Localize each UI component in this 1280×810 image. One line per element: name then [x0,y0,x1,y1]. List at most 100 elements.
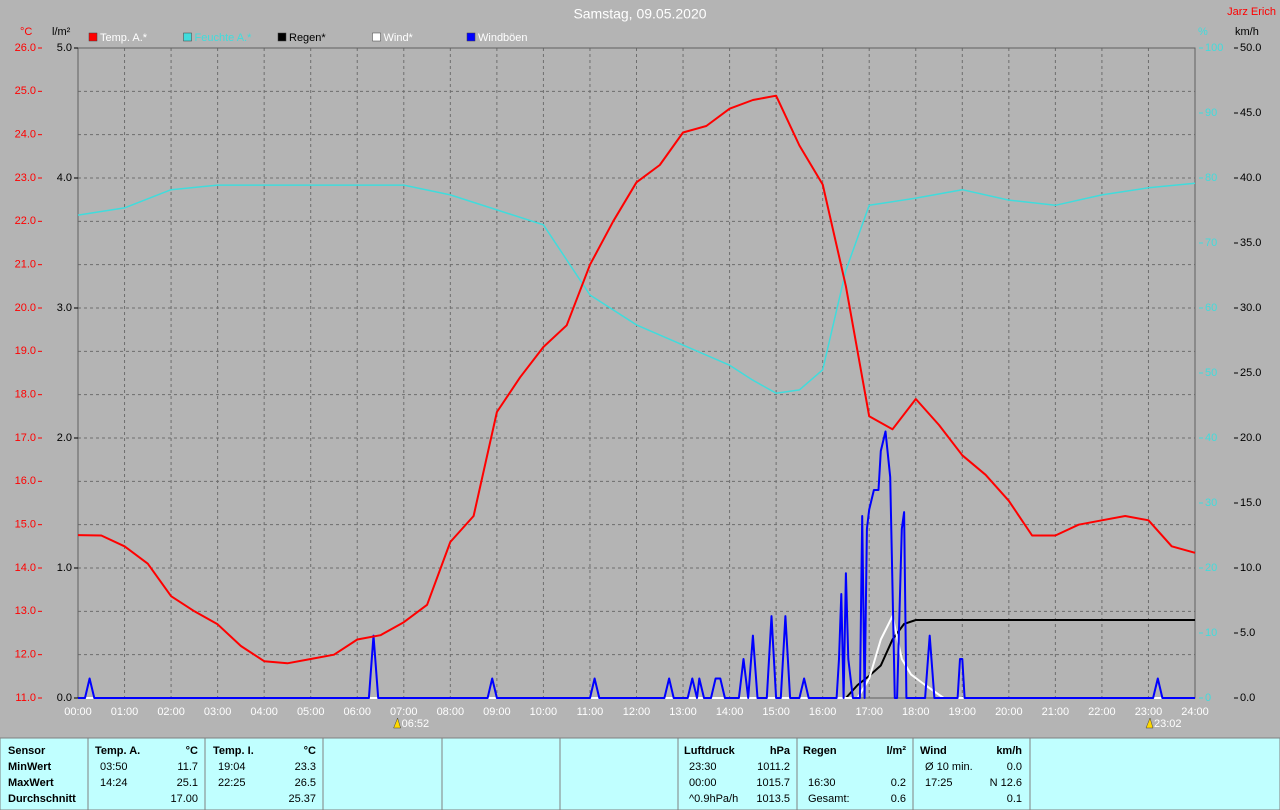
cell-time: 00:00 [689,777,717,789]
x-tick-label: 09:00 [483,706,511,718]
cell-time: 14:24 [100,777,128,789]
y-tick-label: 22.0 [15,215,36,227]
cell-time: 17:25 [925,777,953,789]
x-tick-label: 20:00 [995,706,1023,718]
sun-marker [1145,717,1154,729]
y-tick-label: 50.0 [1240,42,1261,54]
x-tick-label: 04:00 [250,706,278,718]
column-unit: km/h [996,745,1022,757]
cell-value: 25.1 [177,777,198,789]
cell-value: 1011.2 [757,761,790,773]
y-tick-label: 15.0 [1240,497,1261,509]
y-tick-label: 19.0 [15,345,36,357]
y-tick-label: 80 [1205,172,1217,184]
column-unit: °C [186,745,198,757]
column-unit: l/m² [886,745,906,757]
y-tick-label: 90 [1205,107,1217,119]
cell-value: 1015.7 [756,777,790,789]
cell-time: Ø 10 min. [925,761,973,773]
legend-label: Wind* [384,32,414,44]
x-tick-label: 11:00 [577,706,604,718]
y-tick-label: 20.0 [1240,432,1261,444]
x-tick-label: 01:00 [111,706,139,718]
y-tick-label: 5.0 [1240,627,1255,639]
y-tick-label: 16.0 [15,475,36,487]
legend-swatch [466,32,476,42]
column-unit: hPa [770,745,791,757]
y-tick-label: 2.0 [57,432,72,444]
cell-time: 19:04 [218,761,246,773]
y-tick-label: 14.0 [15,562,36,574]
legend-label: Feuchte A.* [195,32,253,44]
annotation: 23:02 [1154,718,1182,730]
stats-panel [0,737,1280,810]
legend-label: Windböen [478,32,528,44]
cell-time: 03:50 [100,761,128,773]
y-tick-label: 13.0 [15,605,36,617]
cell-value: 11.7 [177,761,198,773]
x-tick-label: 17:00 [855,706,883,718]
y-tick-label: 50 [1205,367,1217,379]
cell-time: 23:30 [689,761,717,773]
legend-swatch [88,32,98,42]
axis-unit: km/h [1235,26,1259,38]
column-header: Regen [803,745,837,757]
cell-value: 25.37 [288,793,316,805]
series-line [78,430,1195,699]
column-header: Temp. I. [213,745,254,757]
row-label: MaxWert [8,777,54,789]
x-tick-label: 19:00 [949,706,977,718]
y-tick-label: 23.0 [15,172,36,184]
y-tick-label: 10 [1205,627,1217,639]
y-tick-label: 18.0 [15,389,36,401]
column-header: Luftdruck [684,745,736,757]
y-tick-label: 70 [1205,237,1217,249]
cell-value: N 12.6 [990,777,1022,789]
column-unit: °C [304,745,316,757]
y-tick-label: 24.0 [15,129,36,141]
y-tick-label: 5.0 [57,42,72,54]
y-tick-label: 12.0 [15,649,36,661]
series-line [78,619,1195,699]
row-label: Sensor [8,745,46,757]
axis-unit: l/m² [52,26,71,38]
cell-value: 17.00 [170,793,198,805]
x-tick-label: 07:00 [390,706,418,718]
y-tick-label: 21.0 [15,259,36,271]
x-tick-label: 18:00 [902,706,930,718]
cell-time: 22:25 [218,777,246,789]
x-tick-label: 05:00 [297,706,325,718]
x-tick-label: 24:00 [1181,706,1209,718]
cell-value: 0.6 [891,793,906,805]
y-tick-label: 25.0 [15,85,36,97]
series-line [77,182,1196,394]
row-label: Durchschnitt [8,793,76,805]
cell-value: 23.3 [295,761,316,773]
y-tick-label: 0.0 [57,692,72,704]
column-header: Wind [920,745,947,757]
y-tick-label: 11.0 [15,692,36,704]
column-header: Temp. A. [95,745,140,757]
x-tick-label: 06:00 [343,706,371,718]
y-tick-label: 26.0 [15,42,36,54]
cell-time: ^0.9hPa/h [689,793,738,805]
y-tick-label: 25.0 [1240,367,1261,379]
sun-marker [393,717,401,729]
annotation: 06:52 [402,718,430,730]
axis-unit: % [1198,26,1208,38]
x-tick-label: 23:00 [1135,706,1163,718]
x-tick-label: 08:00 [437,706,465,718]
cell-value: 26.5 [295,777,316,789]
y-tick-label: 4.0 [57,172,72,184]
series-line [77,94,1196,665]
x-tick-label: 22:00 [1088,706,1116,718]
legend-label: Regen* [289,32,326,44]
cell-value: 0.1 [1007,793,1022,805]
cell-time: Gesamt: [808,793,850,805]
y-tick-label: 30 [1205,497,1217,509]
row-label: MinWert [8,761,52,773]
x-tick-label: 00:00 [64,706,92,718]
y-tick-label: 35.0 [1240,237,1261,249]
